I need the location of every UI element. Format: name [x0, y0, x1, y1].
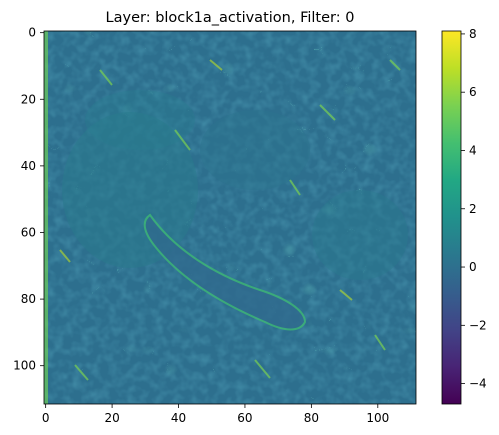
colorbar-tick-label: −4	[469, 377, 487, 391]
colorbar-axis: −4 −2 0 2 4 6 8	[461, 27, 487, 391]
y-tick-label: 100	[13, 359, 36, 373]
colorbar-tick-label: −2	[469, 318, 487, 332]
colorbar	[441, 30, 462, 405]
x-tick-label: 100	[366, 411, 389, 425]
y-tick-label: 20	[21, 92, 36, 106]
x-axis: 0 20 40 60 80 100	[42, 404, 389, 425]
colorbar-tick-label: 2	[469, 202, 477, 216]
plot-frame	[43, 30, 417, 405]
y-tick-label: 60	[21, 225, 36, 239]
colorbar-tick-label: 4	[469, 143, 477, 157]
x-tick-label: 20	[104, 411, 119, 425]
y-tick-label: 0	[28, 26, 36, 40]
colorbar-tick-label: 0	[469, 260, 477, 274]
colorbar-tick-label: 6	[469, 85, 477, 99]
y-axis: 0 20 40 60 80 100	[13, 26, 44, 373]
y-tick-label: 80	[21, 292, 36, 306]
x-tick-label: 60	[237, 411, 252, 425]
y-tick-label: 40	[21, 159, 36, 173]
x-tick-label: 40	[171, 411, 186, 425]
chart-title: Layer: block1a_activation, Filter: 0	[106, 10, 355, 26]
x-tick-label: 0	[42, 411, 50, 425]
x-tick-label: 80	[304, 411, 319, 425]
heatmap-image	[44, 31, 416, 404]
colorbar-tick-label: 8	[469, 27, 477, 41]
